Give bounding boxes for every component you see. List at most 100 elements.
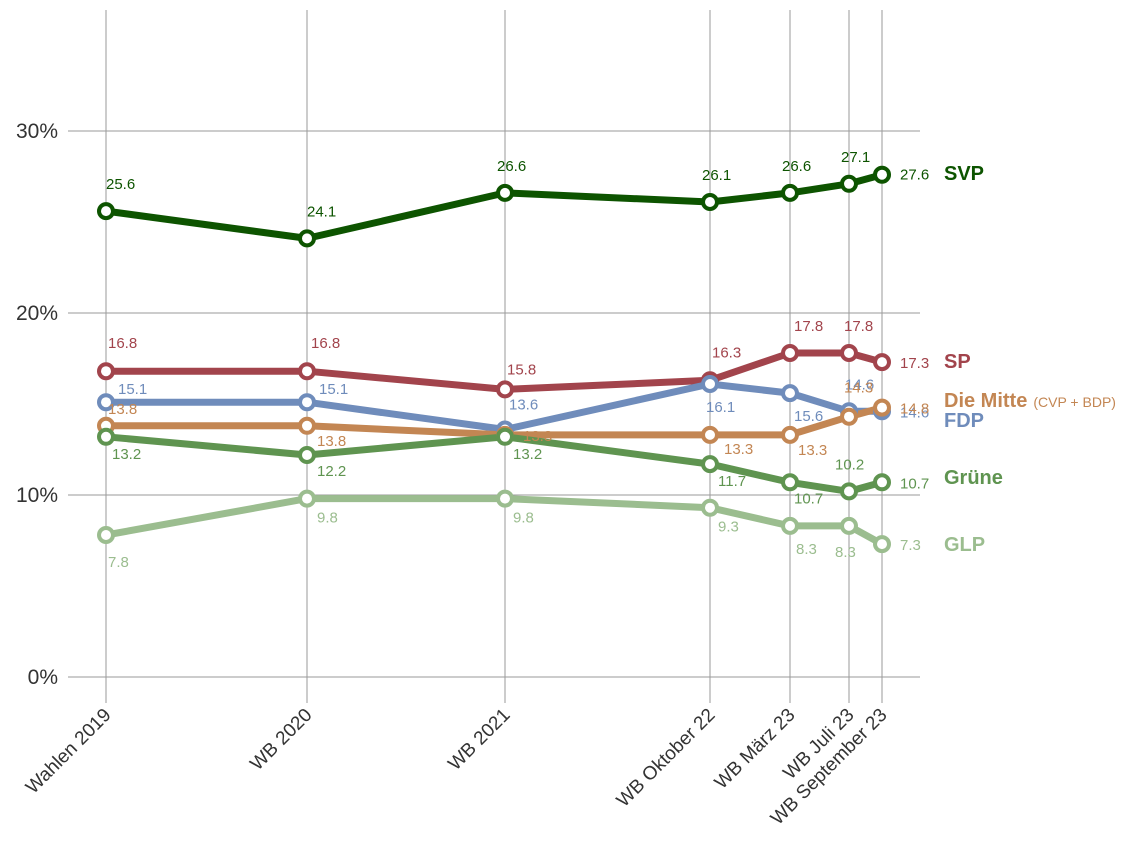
data-point-sp [873,353,891,372]
data-label-svp: 26.6 [497,158,526,175]
data-point-sp [97,362,115,381]
data-label-fdp: 14.6 [845,376,874,393]
data-label-glp: 8.3 [796,541,817,558]
data-label-fdp: 15.6 [794,408,823,425]
x-tick-label: WB März 23 [711,705,800,794]
data-label-sp: 16.8 [311,335,340,352]
series-points [97,165,891,554]
y-tick-label: 10% [16,484,58,507]
data-label-gruene: 12.2 [317,463,346,480]
data-label-gruene: 10.7 [900,475,929,492]
data-label-svp: 25.6 [106,176,135,193]
data-point-gruene [701,455,719,474]
data-label-sp: 16.8 [108,335,137,352]
y-tick-label: 0% [28,666,58,689]
data-point-svp [701,193,719,211]
series-name-glp: GLP [944,534,985,556]
data-point-glp [873,535,891,554]
data-point-sp [840,344,858,362]
data-point-gruene [97,427,115,446]
data-label-glp: 9.8 [513,510,534,527]
data-point-svp [873,165,891,184]
data-point-gruene [298,446,316,464]
data-point-fdp [701,375,719,393]
data-label-glp: 8.3 [835,544,856,561]
data-point-svp [781,183,799,202]
data-label-mitte: 13.8 [108,401,137,418]
x-tick-label: WB 2021 [444,705,514,775]
data-label-sp: 15.8 [507,361,536,378]
series-lines [102,171,886,548]
data-point-fdp [97,393,115,412]
data-point-mitte [701,425,719,444]
data-label-gruene: 13.2 [513,446,542,463]
data-point-glp [701,498,719,517]
data-point-mitte [298,416,316,435]
series-line-glp [102,495,886,548]
series-name-sub-mitte: (CVP + BDP) [1033,394,1116,410]
series-name-mitte: Die Mitte (CVP + BDP) [944,390,1116,412]
data-point-mitte [781,425,799,444]
data-label-gruene: 10.2 [835,456,864,473]
series-name-sp: SP [944,351,971,373]
y-tick-label: 20% [16,302,58,325]
data-label-gruene: 11.7 [718,473,746,490]
data-point-sp [496,380,514,399]
series-name-fdp: FDP [944,410,984,432]
series-name-gruene: Grüne [944,467,1003,489]
data-label-sp: 16.3 [712,344,741,361]
data-label-sp: 17.3 [900,355,929,372]
x-tick-label: WB 2020 [246,705,316,775]
data-label-fdp: 14.6 [900,404,929,421]
series-name-svp: SVP [944,163,984,185]
series-line-gruene [102,433,886,495]
data-label-fdp: 15.1 [118,381,147,398]
data-point-gruene [496,427,514,446]
data-label-fdp: 15.1 [319,381,348,398]
x-tick-label: WB Oktober 22 [613,705,720,812]
data-point-svp [496,183,514,202]
data-point-gruene [781,473,799,492]
series-line-svp [102,171,886,242]
data-label-glp: 7.3 [900,537,921,554]
x-tick-label: Wahlen 2019 [22,705,116,799]
data-label-svp: 26.6 [782,158,811,175]
data-point-fdp [781,384,799,403]
data-label-mitte: 13.8 [317,433,346,450]
data-point-gruene [840,482,858,501]
y-tick-label: 30% [16,120,58,143]
data-label-mitte: 13.3 [798,442,827,459]
data-label-gruene: 13.2 [112,446,141,463]
data-point-gruene [873,473,891,492]
data-point-svp [97,202,115,221]
data-labels: 25.6 24.1 26.6 26.1 26.6 27.1 27.6 16.8 16.8 15.8… [106,149,929,571]
data-label-glp: 7.8 [108,554,129,571]
data-label-mitte: 14.3 [844,380,873,397]
data-label-sp: 17.8 [844,318,873,335]
data-label-mitte: 14.8 [900,401,929,418]
data-label-glp: 9.8 [317,510,338,527]
data-label-svp: 27.1 [841,149,870,166]
data-point-glp [781,516,799,535]
data-point-sp [298,362,316,381]
data-label-svp: 26.1 [702,167,731,184]
y-axis-ticks: 0% 10% 20% 30% [16,120,58,689]
series-line-sp [102,349,886,393]
data-point-svp [840,174,858,193]
data-point-fdp [298,393,316,412]
data-point-svp [298,229,316,248]
data-label-fdp: 13.6 [509,397,538,414]
data-point-glp [97,526,115,544]
data-label-glp: 9.3 [718,519,739,536]
x-axis-ticks: Wahlen 2019 WB 2020 WB 2021 WB Oktober 22WB… [22,705,892,830]
data-label-mitte: 13.3 [523,428,552,445]
data-label-svp: 24.1 [307,203,336,220]
data-point-mitte [873,398,891,417]
data-point-sp [781,344,799,362]
data-point-glp [298,489,316,508]
data-point-glp [840,516,858,535]
data-point-mitte [840,407,858,426]
data-label-sp: 17.8 [794,318,823,335]
data-label-svp: 27.6 [900,167,929,184]
